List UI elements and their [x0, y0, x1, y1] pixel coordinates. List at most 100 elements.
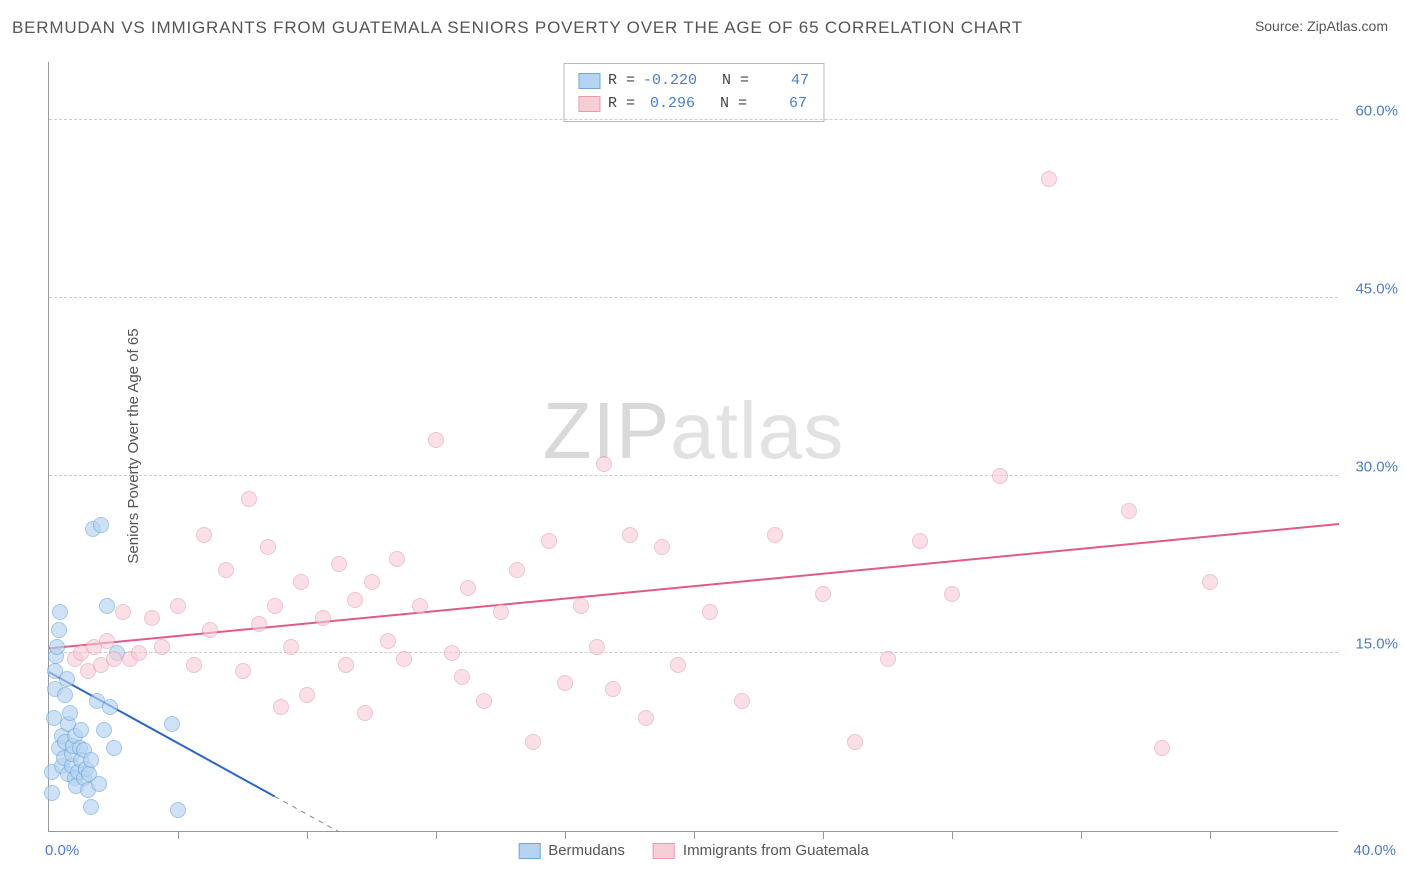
data-point: [1041, 171, 1057, 187]
data-point: [96, 722, 112, 738]
n-label: N =: [722, 70, 749, 93]
r-label: R =: [608, 93, 635, 116]
data-point: [49, 639, 65, 655]
data-point: [460, 580, 476, 596]
data-point: [99, 633, 115, 649]
data-point: [944, 586, 960, 602]
data-point: [144, 610, 160, 626]
data-point: [73, 722, 89, 738]
data-point: [454, 669, 470, 685]
data-point: [202, 622, 218, 638]
data-point: [338, 657, 354, 673]
data-point: [476, 693, 492, 709]
stats-legend: R = -0.220 N = 47 R = 0.296 N = 67: [563, 63, 824, 122]
data-point: [93, 517, 109, 533]
data-point: [283, 639, 299, 655]
data-point: [596, 456, 612, 472]
x-tick: [1081, 831, 1082, 839]
data-point: [196, 527, 212, 543]
n-label: N =: [720, 93, 747, 116]
data-point: [702, 604, 718, 620]
data-point: [273, 699, 289, 715]
stats-row-series1: R = -0.220 N = 47: [578, 70, 809, 93]
source-attribution: Source: ZipAtlas.com: [1255, 18, 1388, 34]
bottom-legend: Bermudans Immigrants from Guatemala: [518, 842, 869, 859]
data-point: [654, 539, 670, 555]
data-point: [218, 562, 234, 578]
data-point: [83, 799, 99, 815]
data-point: [99, 598, 115, 614]
x-tick: [694, 831, 695, 839]
data-point: [493, 604, 509, 620]
data-point: [260, 539, 276, 555]
y-tick-label: 15.0%: [1343, 636, 1398, 653]
data-point: [670, 657, 686, 673]
data-point: [315, 610, 331, 626]
data-point: [389, 551, 405, 567]
data-point: [267, 598, 283, 614]
data-point: [605, 681, 621, 697]
y-tick-label: 60.0%: [1343, 103, 1398, 120]
data-point: [557, 675, 573, 691]
data-point: [186, 657, 202, 673]
y-tick-label: 45.0%: [1343, 280, 1398, 297]
data-point: [573, 598, 589, 614]
legend-label-series1: Bermudans: [548, 842, 625, 859]
data-point: [1202, 574, 1218, 590]
chart-title: BERMUDAN VS IMMIGRANTS FROM GUATEMALA SE…: [12, 18, 1023, 38]
x-tick: [823, 831, 824, 839]
plot-area: ZIPatlas R = -0.220 N = 47 R = 0.296 N =…: [48, 62, 1338, 832]
data-point: [412, 598, 428, 614]
data-point: [52, 604, 68, 620]
trend-lines-layer: [49, 62, 1339, 832]
x-tick: [436, 831, 437, 839]
data-point: [734, 693, 750, 709]
x-tick: [952, 831, 953, 839]
data-point: [380, 633, 396, 649]
grid-line: [49, 475, 1338, 476]
swatch-series2: [578, 96, 600, 112]
data-point: [170, 802, 186, 818]
data-point: [364, 574, 380, 590]
data-point: [509, 562, 525, 578]
legend-item-series2: Immigrants from Guatemala: [653, 842, 869, 859]
data-point: [396, 651, 412, 667]
data-point: [847, 734, 863, 750]
data-point: [251, 616, 267, 632]
data-point: [293, 574, 309, 590]
correlation-chart: BERMUDAN VS IMMIGRANTS FROM GUATEMALA SE…: [0, 0, 1406, 892]
stats-row-series2: R = 0.296 N = 67: [578, 93, 809, 116]
n-value-series2: 67: [755, 93, 807, 116]
data-point: [44, 785, 60, 801]
data-point: [1154, 740, 1170, 756]
data-point: [912, 533, 928, 549]
data-point: [541, 533, 557, 549]
data-point: [444, 645, 460, 661]
data-point: [106, 651, 122, 667]
data-point: [992, 468, 1008, 484]
n-value-series1: 47: [757, 70, 809, 93]
data-point: [357, 705, 373, 721]
data-point: [235, 663, 251, 679]
watermark-atlas: atlas: [670, 386, 844, 475]
data-point: [51, 622, 67, 638]
x-tick: [178, 831, 179, 839]
data-point: [106, 740, 122, 756]
data-point: [525, 734, 541, 750]
data-point: [164, 716, 180, 732]
x-tick: [307, 831, 308, 839]
watermark: ZIPatlas: [543, 385, 844, 477]
r-value-series1: -0.220: [643, 70, 697, 93]
data-point: [1121, 503, 1137, 519]
grid-line: [49, 119, 1338, 120]
data-point: [767, 527, 783, 543]
data-point: [83, 752, 99, 768]
r-value-series2: 0.296: [643, 93, 695, 116]
data-point: [331, 556, 347, 572]
data-point: [589, 639, 605, 655]
data-point: [102, 699, 118, 715]
data-point: [815, 586, 831, 602]
x-tick-end: 40.0%: [1353, 842, 1396, 859]
data-point: [638, 710, 654, 726]
x-tick: [565, 831, 566, 839]
